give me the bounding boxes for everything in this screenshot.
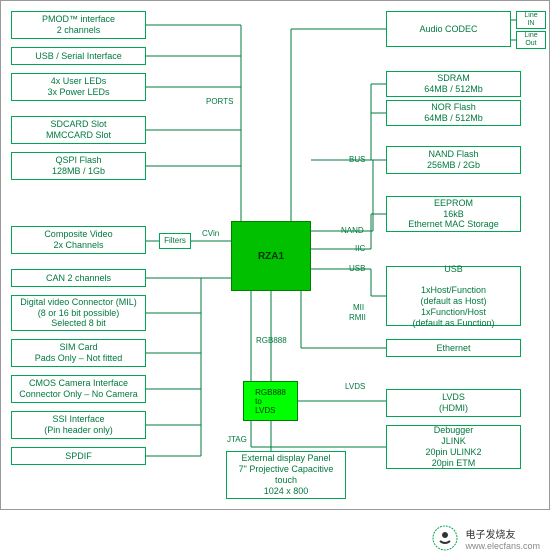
block-text: SPDIF [65,451,92,462]
block-text: Selected 8 bit [51,318,106,329]
bus-label: RGB888 [256,336,287,345]
block-text: SDCARD Slot [50,119,106,130]
block-text: EEPROM [434,198,473,209]
display-line1: External display Panel [241,453,330,464]
bus-label: NAND [341,226,364,235]
display-line4: 1024 x 800 [264,486,309,497]
block-text: NAND Flash [428,149,478,160]
block-text: (8 or 16 bit possible) [38,308,120,319]
block-text: SIM Card [59,342,97,353]
block-text: Digital video Connector (MIL) [20,297,137,308]
center-chip-block: RZA1 [231,221,311,291]
bus-label: MII [353,303,364,312]
display-line2: 7" Projective Capacitive [239,464,334,475]
block-text: MMCCARD Slot [46,130,111,141]
block-text: USB [444,264,463,275]
peripheral-block-usb-serial: USB / Serial Interface [11,47,146,65]
block-text: Pads Only – Not fitted [35,353,123,364]
bus-label: RMII [349,313,366,322]
peripheral-block-ethernet: Ethernet [386,339,521,357]
peripheral-block-spdif: SPDIF [11,447,146,465]
footer-brand: 电子发烧友 [465,526,540,541]
block-text: 2x Channels [53,240,103,251]
block-text: 3x Power LEDs [47,87,109,98]
rgb-lvds-label: RGB888 to LVDS [255,388,286,415]
display-panel-block: External display Panel 7" Projective Cap… [226,451,346,499]
bus-label: JTAG [227,435,247,444]
block-text: 16kB [443,209,464,220]
peripheral-block-leds: 4x User LEDs3x Power LEDs [11,73,146,101]
bus-label: IIC [355,244,365,253]
block-text: 64MB / 512Mb [424,113,483,124]
filters-block: Filters [159,233,191,249]
block-diagram-container: RZA1 RGB888 to LVDS Filters External dis… [0,0,550,510]
block-text: 20pin ETM [432,458,476,469]
footer-logo-icon [430,523,460,553]
bus-label: BUS [349,155,365,164]
block-text: LVDS [442,392,465,403]
peripheral-block-sdcard: SDCARD SlotMMCCARD Slot [11,116,146,144]
block-text: Ethernet MAC Storage [408,219,499,230]
block-text: QSPI Flash [55,155,101,166]
block-text: 256MB / 2Gb [427,160,480,171]
block-text: (HDMI) [439,403,468,414]
block-text [452,274,455,285]
peripheral-block-nor: NOR Flash64MB / 512Mb [386,100,521,126]
io-block-line-in: Line IN [516,11,546,29]
peripheral-block-lvds: LVDS(HDMI) [386,389,521,417]
peripheral-block-usb: USB 1xHost/Function(default as Host)1xFu… [386,266,521,326]
display-line3: touch [275,475,297,486]
bus-label: PORTS [206,97,233,106]
peripheral-block-dvc: Digital video Connector (MIL)(8 or 16 bi… [11,295,146,331]
block-text: 4x User LEDs [51,76,107,87]
block-text: SSI Interface [52,414,104,425]
bus-label: LVDS [345,382,365,391]
block-text: JLINK [441,436,466,447]
peripheral-block-video: Composite Video2x Channels [11,226,146,254]
center-chip-label: RZA1 [258,251,284,262]
block-text: 64MB / 512Mb [424,84,483,95]
block-text: NOR Flash [431,102,476,113]
block-text: 1xFunction/Host [421,307,486,318]
peripheral-block-ssi: SSI Interface(Pin header only) [11,411,146,439]
block-text: (Pin header only) [44,425,113,436]
peripheral-block-sdram: SDRAM64MB / 512Mb [386,71,521,97]
peripheral-block-eeprom: EEPROM16kBEthernet MAC Storage [386,196,521,232]
block-text: (default as Host) [420,296,486,307]
block-text: 1xHost/Function [421,285,486,296]
bus-label: CVin [202,229,219,238]
io-block-line-out: Line Out [516,31,546,49]
filters-label: Filters [164,236,186,246]
peripheral-block-codec: Audio CODEC [386,11,511,47]
block-text: USB / Serial Interface [35,51,122,62]
footer-url: www.elecfans.com [465,541,540,551]
block-text: CAN 2 channels [46,273,111,284]
peripheral-block-pmod: PMOD™ interface2 channels [11,11,146,39]
block-text: CMOS Camera Interface [29,378,128,389]
block-text: SDRAM [437,73,470,84]
block-text: Connector Only – No Camera [19,389,138,400]
block-text: Ethernet [436,343,470,354]
block-text: PMOD™ interface [42,14,115,25]
block-text: Audio CODEC [419,24,477,35]
block-text: Debugger [434,425,474,436]
peripheral-block-debugger: DebuggerJLINK20pin ULINK220pin ETM [386,425,521,469]
block-text: (default as Function) [412,318,494,329]
peripheral-block-qspi: QSPI Flash128MB / 1Gb [11,152,146,180]
peripheral-block-can: CAN 2 channels [11,269,146,287]
peripheral-block-cmos: CMOS Camera InterfaceConnector Only – No… [11,375,146,403]
rgb-lvds-block: RGB888 to LVDS [243,381,298,421]
block-text: Composite Video [44,229,112,240]
peripheral-block-nand: NAND Flash256MB / 2Gb [386,146,521,174]
block-text: 20pin ULINK2 [425,447,481,458]
footer: 电子发烧友 www.elecfans.com [430,523,540,553]
block-text: 128MB / 1Gb [52,166,105,177]
block-text: 2 channels [57,25,101,36]
bus-label: USB [349,264,365,273]
peripheral-block-sim: SIM CardPads Only – Not fitted [11,339,146,367]
